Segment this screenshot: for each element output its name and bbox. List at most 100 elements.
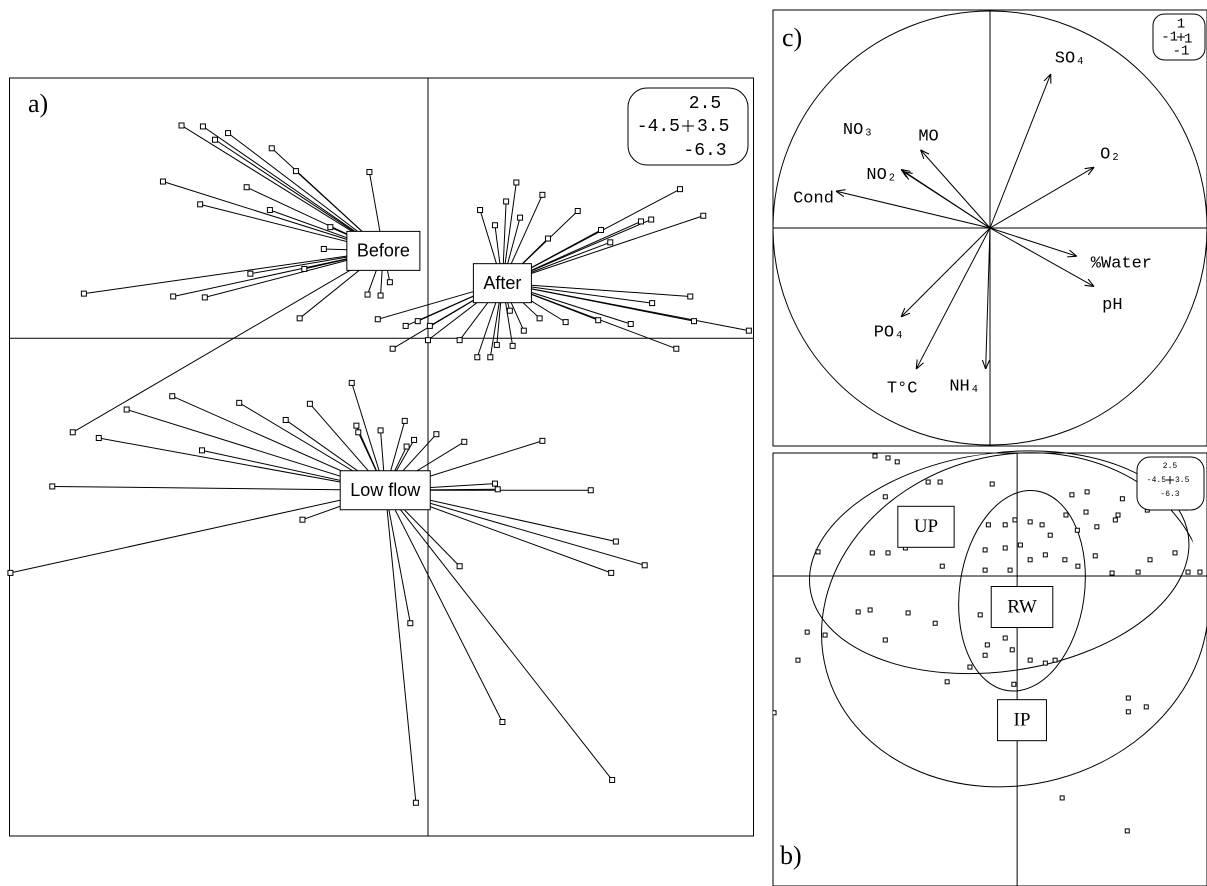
arrow bbox=[901, 227, 991, 317]
point bbox=[867, 607, 873, 613]
arrow bbox=[989, 167, 1094, 229]
point bbox=[1124, 828, 1130, 834]
point bbox=[989, 481, 995, 487]
point bbox=[411, 436, 418, 443]
point bbox=[201, 294, 208, 301]
point bbox=[700, 212, 707, 219]
variable-label: Cond bbox=[793, 190, 834, 209]
point bbox=[266, 207, 273, 214]
point bbox=[985, 522, 991, 528]
point bbox=[461, 438, 468, 445]
arrow bbox=[903, 172, 991, 229]
point bbox=[503, 198, 510, 205]
point bbox=[364, 291, 371, 298]
arrow bbox=[986, 227, 991, 369]
point bbox=[773, 710, 777, 716]
point bbox=[677, 186, 684, 193]
star-segment bbox=[181, 125, 384, 252]
point bbox=[539, 437, 546, 444]
point bbox=[513, 179, 520, 186]
star-segment bbox=[52, 485, 386, 491]
point bbox=[159, 178, 166, 185]
frame bbox=[772, 452, 1207, 886]
point bbox=[1094, 524, 1100, 530]
group-ellipse bbox=[958, 490, 1086, 692]
scale-cross bbox=[1177, 33, 1185, 41]
point bbox=[169, 393, 176, 400]
point bbox=[1047, 532, 1053, 538]
point bbox=[1119, 496, 1125, 502]
group-label: Low flow bbox=[350, 480, 421, 500]
point bbox=[872, 453, 878, 459]
arrow bbox=[989, 74, 1051, 229]
point bbox=[977, 612, 983, 618]
point bbox=[414, 318, 421, 325]
point bbox=[1011, 681, 1017, 687]
point bbox=[1125, 709, 1131, 715]
point bbox=[673, 345, 680, 352]
arrow bbox=[989, 227, 1077, 256]
point bbox=[474, 354, 481, 361]
point bbox=[1135, 569, 1141, 575]
variable-label: T°C bbox=[887, 380, 918, 399]
point bbox=[1075, 563, 1081, 569]
point bbox=[520, 327, 527, 334]
point bbox=[353, 422, 360, 429]
point bbox=[1039, 522, 1045, 528]
point bbox=[612, 538, 619, 545]
group-box bbox=[997, 699, 1047, 742]
point bbox=[1017, 542, 1023, 548]
point bbox=[377, 427, 384, 434]
point bbox=[487, 354, 494, 361]
point bbox=[412, 799, 419, 806]
point bbox=[609, 776, 616, 783]
point bbox=[199, 447, 206, 454]
star-segment bbox=[384, 489, 613, 781]
scale-top: 1 bbox=[1177, 17, 1185, 33]
point bbox=[292, 168, 299, 175]
scale-cross bbox=[682, 120, 694, 132]
point bbox=[499, 719, 506, 726]
star-segment bbox=[384, 490, 503, 723]
scale-left: -4.5 bbox=[1147, 476, 1166, 485]
variable-label: MO bbox=[918, 127, 938, 146]
point bbox=[1074, 527, 1080, 533]
point bbox=[1059, 795, 1065, 801]
point bbox=[199, 123, 206, 130]
point bbox=[855, 609, 861, 615]
point bbox=[401, 417, 408, 424]
point bbox=[1069, 492, 1075, 498]
group-box bbox=[346, 230, 421, 271]
point bbox=[967, 664, 973, 670]
scale-top: 2.5 bbox=[1163, 462, 1178, 471]
star-segment bbox=[10, 489, 386, 574]
point bbox=[306, 400, 313, 407]
variable-label: NO₃ bbox=[843, 121, 874, 140]
point bbox=[197, 201, 204, 208]
point bbox=[170, 293, 177, 300]
variable-label: O₂ bbox=[1100, 146, 1120, 165]
star-segment bbox=[384, 490, 417, 803]
point bbox=[648, 216, 655, 223]
point bbox=[1002, 522, 1008, 528]
point bbox=[597, 226, 604, 233]
point bbox=[1147, 557, 1153, 563]
group-box bbox=[472, 263, 532, 304]
point bbox=[1042, 552, 1048, 558]
point bbox=[539, 191, 546, 198]
panel-label: a) bbox=[28, 89, 48, 118]
star-segment bbox=[502, 282, 695, 322]
variable-label: %Water bbox=[1091, 255, 1152, 274]
point bbox=[1027, 519, 1033, 525]
point bbox=[804, 629, 810, 635]
point bbox=[366, 169, 373, 176]
point bbox=[123, 406, 130, 413]
point bbox=[1042, 660, 1048, 666]
scale-bottom: -6.3 bbox=[1160, 490, 1179, 499]
group-label: Before bbox=[357, 241, 410, 261]
point bbox=[885, 550, 891, 556]
point bbox=[327, 224, 334, 231]
point bbox=[320, 245, 327, 252]
star-segment bbox=[202, 126, 384, 252]
point bbox=[491, 480, 498, 487]
